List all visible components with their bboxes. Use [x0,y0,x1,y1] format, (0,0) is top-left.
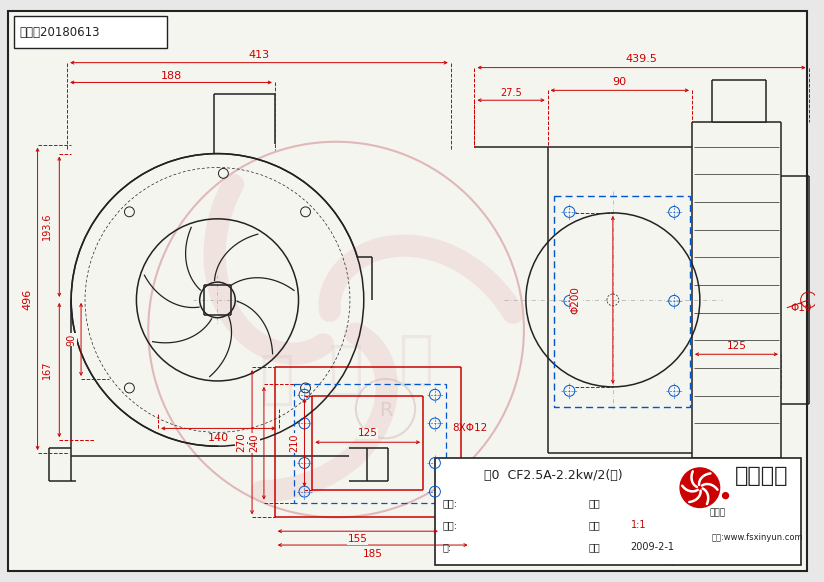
Text: 8XΦ12: 8XΦ12 [452,423,488,434]
Text: 270: 270 [236,432,246,452]
Text: 185: 185 [363,549,382,559]
Text: R: R [379,401,392,420]
FancyBboxPatch shape [14,16,167,48]
Text: 140: 140 [208,433,229,443]
Text: 批:: 批: [442,542,452,552]
Text: 240: 240 [249,434,259,452]
Text: 审核:: 审核: [442,520,458,530]
Text: 2009-2-1: 2009-2-1 [630,542,675,552]
Text: 比例: 比例 [588,520,600,530]
Text: 右0  CF2.5A-2.2kw/2(管): 右0 CF2.5A-2.2kw/2(管) [485,469,623,482]
Text: 新鸿毛: 新鸿毛 [709,508,726,517]
FancyBboxPatch shape [435,458,801,565]
Text: 188: 188 [161,70,181,80]
Text: 运: 运 [398,331,433,388]
Text: 年: 年 [329,340,363,398]
Text: 1:1: 1:1 [630,520,646,530]
Text: 413: 413 [248,49,269,60]
Text: 155: 155 [348,534,368,544]
Text: Φ200: Φ200 [570,286,580,314]
Text: 125: 125 [727,342,747,352]
Text: 439.5: 439.5 [625,54,658,63]
Text: 90: 90 [613,77,627,87]
Circle shape [723,492,728,499]
Text: Φ10: Φ10 [791,303,812,313]
Text: 27.5: 27.5 [500,88,522,98]
Text: 125: 125 [358,428,377,438]
Text: 制图:: 制图: [442,499,458,509]
Text: 210: 210 [289,434,300,452]
Text: 网址:www.fsxinyun.com: 网址:www.fsxinyun.com [712,533,803,542]
FancyBboxPatch shape [8,11,807,571]
Text: 193.6: 193.6 [43,213,53,240]
Text: 新: 新 [260,350,294,407]
Text: 167: 167 [43,361,53,379]
Text: 编号：20180613: 编号：20180613 [20,26,101,38]
Text: 日期: 日期 [588,542,600,552]
Text: 496: 496 [23,288,33,310]
Text: 90: 90 [66,333,76,346]
Text: 工艺: 工艺 [588,499,600,509]
Text: 新运风机: 新运风机 [734,466,788,486]
Circle shape [680,468,719,508]
